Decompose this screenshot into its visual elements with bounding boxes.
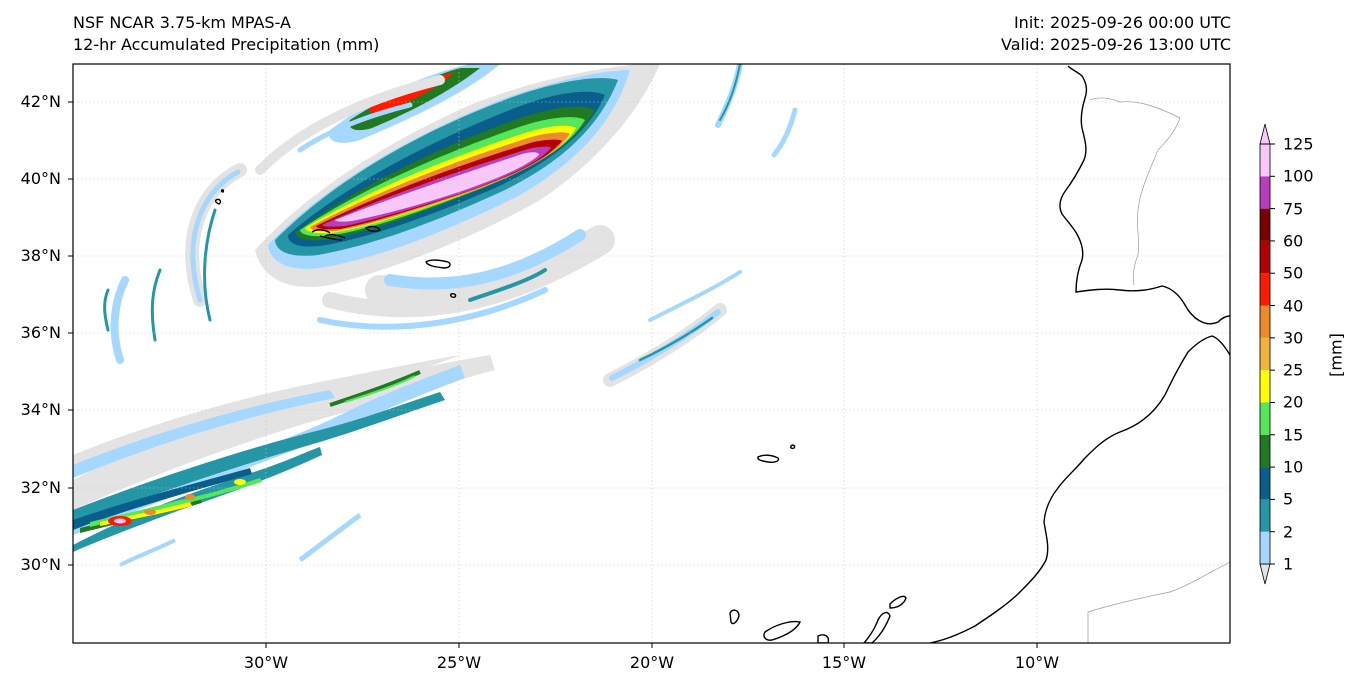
colorbar-band	[1260, 176, 1270, 209]
colorbar-extend-high	[1259, 123, 1271, 145]
colorbar-tick-label: 2	[1283, 522, 1294, 542]
gridlines	[73, 64, 1230, 643]
colorbar-tick-label: 125	[1283, 134, 1314, 154]
colorbar-band	[1260, 531, 1270, 564]
lat-label-40: 40°N	[20, 169, 61, 188]
colorbar-tick-label: 60	[1283, 231, 1304, 251]
country-borders	[1087, 97, 1230, 643]
lat-label-32: 32°N	[20, 478, 61, 497]
canary-gran-canaria	[817, 634, 830, 643]
colorbar-outline	[1259, 143, 1271, 565]
colorbar-band	[1260, 467, 1270, 500]
azores-west	[214, 189, 225, 205]
lat-label-42: 42°N	[20, 92, 61, 111]
colorbar-unit-label: [mm]	[1326, 333, 1346, 377]
lon-label-15w: 15°W	[821, 653, 867, 672]
colorbar-tick-label: 50	[1283, 263, 1304, 283]
lat-label-30: 30°N	[20, 555, 61, 574]
colorbar-extend-low	[1259, 563, 1271, 585]
iberia-coast	[1059, 65, 1230, 325]
azores-santa-maria	[450, 293, 457, 298]
header-left: NSF NCAR 3.75-km MPAS-A 12-hr Accumulate…	[73, 12, 379, 56]
lon-label-10w: 10°W	[1014, 653, 1060, 672]
lat-label-36: 36°N	[20, 323, 61, 342]
colorbar-band	[1260, 337, 1270, 371]
colorbar	[1259, 123, 1275, 585]
map-panel	[73, 64, 1230, 643]
madeira	[757, 454, 780, 463]
colorbar-tick-label: 10	[1283, 457, 1304, 477]
colorbar-tick-label: 20	[1283, 392, 1304, 412]
lon-label-25w: 25°W	[436, 653, 482, 672]
morocco-coast	[929, 335, 1230, 643]
canary-fuerteventura	[863, 611, 891, 643]
colorbar-tick-label: 15	[1283, 425, 1304, 445]
canary-tenerife	[763, 620, 802, 641]
azores-sao-miguel	[425, 259, 451, 269]
precip-band-south	[73, 355, 495, 567]
colorbar-tick-label: 25	[1283, 360, 1304, 380]
lat-label-34: 34°N	[20, 400, 61, 419]
lon-label-30w: 30°W	[243, 653, 289, 672]
colorbar-tick-label: 40	[1283, 296, 1304, 316]
colorbar-band	[1260, 273, 1270, 306]
header-right: Init: 2025-09-26 00:00 UTC Valid: 2025-0…	[1001, 12, 1231, 56]
colorbar-tick-label: 5	[1283, 489, 1294, 509]
colorbar-band	[1260, 370, 1270, 403]
canary-lanzarote	[889, 595, 907, 609]
init-time: Init: 2025-09-26 00:00 UTC	[1013, 13, 1231, 32]
colorbar-tick-label: 1	[1283, 554, 1294, 574]
lat-label-38: 38°N	[20, 246, 61, 265]
colorbar-tick-label: 30	[1283, 328, 1304, 348]
colorbar-tick-label: 100	[1283, 166, 1314, 186]
colorbar-band	[1260, 499, 1270, 532]
porto-santo	[790, 444, 796, 450]
colorbar-band	[1260, 240, 1270, 274]
colorbar-band	[1260, 144, 1270, 177]
field-title: 12-hr Accumulated Precipitation (mm)	[73, 35, 380, 54]
canary-la-palma	[729, 609, 740, 625]
colorbar-band	[1260, 208, 1270, 241]
precip-swirl	[103, 64, 798, 387]
model-title: NSF NCAR 3.75-km MPAS-A	[73, 13, 291, 32]
azores-central	[311, 225, 382, 241]
valid-time: Valid: 2025-09-26 13:00 UTC	[1000, 35, 1231, 54]
colorbar-band	[1260, 305, 1270, 338]
lon-label-20w: 20°W	[629, 653, 675, 672]
axis-ticks	[68, 101, 1038, 648]
colorbar-band	[1260, 402, 1270, 435]
colorbar-band	[1260, 434, 1270, 468]
colorbar-tick-label: 75	[1283, 199, 1304, 219]
coastlines	[214, 65, 1230, 643]
